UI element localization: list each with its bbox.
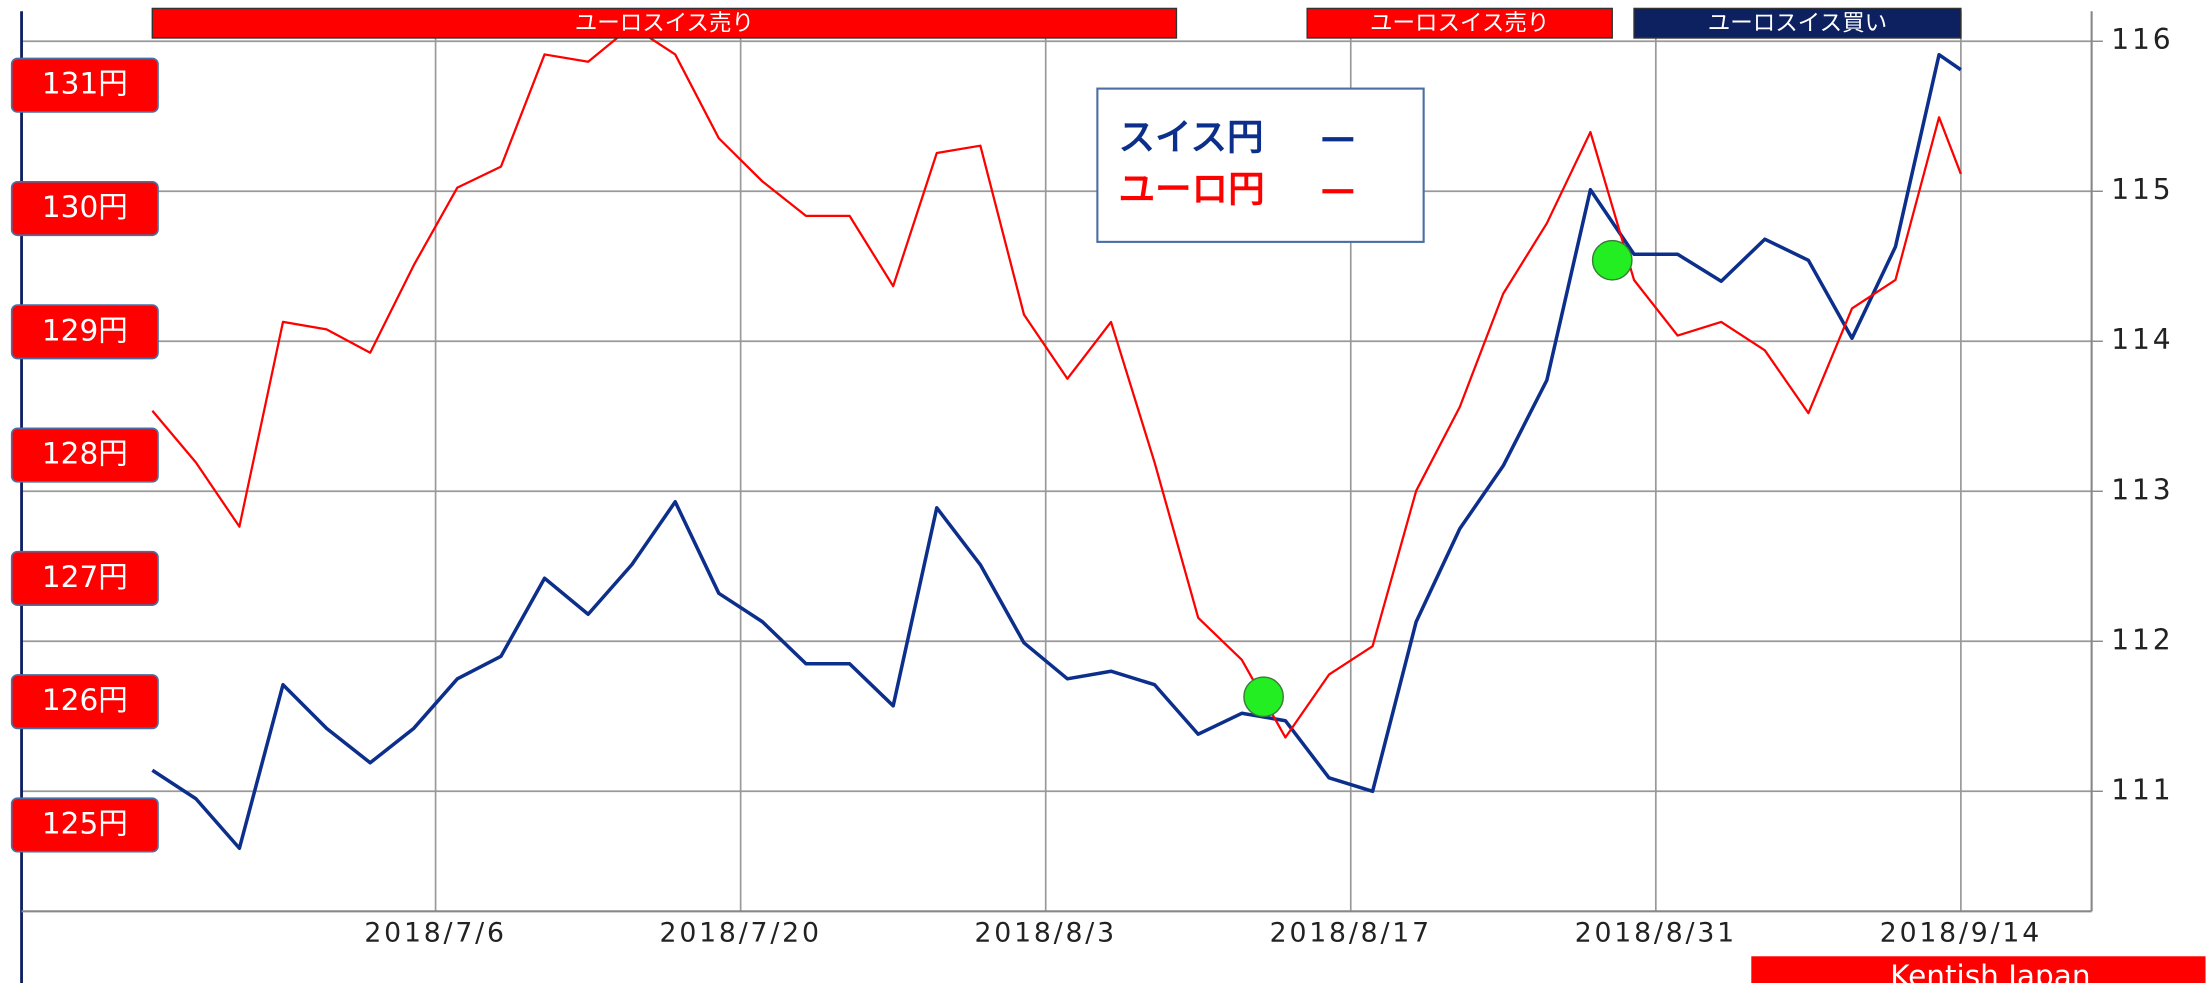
legend-box <box>1096 87 1425 243</box>
y2-tick-label: 127円 <box>42 560 128 594</box>
y-tick-label: 115 <box>2111 173 2173 206</box>
y-tick-label: 113 <box>2111 473 2173 506</box>
y2-tick-label: 130円 <box>42 190 128 224</box>
marks <box>151 24 1962 851</box>
signal-label: ユーロスイス売り <box>575 10 754 36</box>
grid <box>21 11 2092 912</box>
y-tick-label: 114 <box>2111 323 2173 356</box>
footer-text: Kentish Japan <box>1890 959 2090 983</box>
y2-tick-label: 131円 <box>42 67 128 101</box>
series-line <box>151 24 1962 739</box>
y2-tick-box <box>10 674 159 730</box>
legend-label: ユーロ円 <box>1118 168 1264 211</box>
y2-tick-box <box>10 304 159 360</box>
x-tick-label: 2018/8/17 <box>1270 917 1432 948</box>
signal-band <box>1633 7 1962 39</box>
footer-box <box>1751 956 2206 983</box>
legend <box>1096 87 1425 243</box>
y-tick-label: 111 <box>2111 773 2173 806</box>
y2-tick-label: 126円 <box>42 683 128 717</box>
signal-band <box>1306 7 1613 39</box>
y-tick-label: 112 <box>2111 623 2173 656</box>
x-tick-label: 2018/7/20 <box>660 917 822 948</box>
signal-band <box>151 7 1178 39</box>
y2-tick-box <box>10 57 159 113</box>
series-line <box>151 52 1962 851</box>
y2-tick-box <box>10 427 159 483</box>
signal-marker <box>1591 239 1633 281</box>
x-tick-label: 2018/7/6 <box>364 917 506 948</box>
y2-tick-label: 128円 <box>42 437 128 471</box>
y2-tick-box <box>10 180 159 237</box>
legend-label: スイス円 <box>1118 116 1263 159</box>
x-tick-label: 2018/8/31 <box>1575 917 1737 948</box>
signal-label: ユーロスイス買い <box>1708 10 1887 36</box>
y2-tick-box <box>10 797 159 853</box>
y2-tick-label: 125円 <box>42 806 128 840</box>
y2-tick-box <box>10 550 159 606</box>
y2-tick-label: 129円 <box>42 313 128 347</box>
y-tick-label: 116 <box>2111 23 2173 56</box>
x-tick-label: 2018/8/3 <box>974 917 1116 948</box>
signal-label: ユーロスイス売り <box>1370 10 1549 36</box>
signal-marker <box>1243 676 1284 718</box>
footer: Kentish Japan <box>1751 956 2206 983</box>
x-tick-label: 2018/9/14 <box>1880 917 2042 948</box>
